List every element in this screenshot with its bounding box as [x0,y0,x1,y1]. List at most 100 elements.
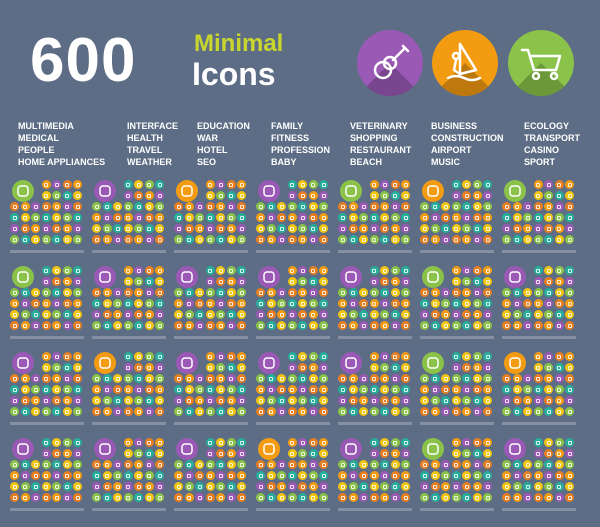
mini-icon [338,460,347,469]
mini-icon [52,202,61,211]
mini-icon [462,310,471,319]
mini-icon [319,235,328,244]
mini-icon [380,493,389,502]
mini-icon [62,321,72,330]
mini-icon [205,235,215,244]
mini-icon [380,374,389,383]
mini-icon [390,191,400,200]
mini-icon [565,460,574,469]
mini-icon [298,277,307,286]
mini-icon [430,385,440,394]
mini-icon [430,460,440,469]
mini-icon [380,180,389,189]
mini-icon [359,299,368,308]
mini-icon [73,310,82,319]
mini-icon [298,460,307,469]
mini-icon [565,224,574,233]
mini-icon [266,202,276,211]
mini-icon [390,363,400,372]
mini-icon [287,266,297,275]
mini-icon [420,224,429,233]
mini-icon [401,213,410,222]
mini-icon [216,352,225,361]
mini-icon [174,299,183,308]
mini-icon [430,213,440,222]
mini-icon [266,471,276,480]
mini-icon [533,266,543,275]
mini-icon [369,299,379,308]
mini-icon [390,310,400,319]
mini-icon [256,460,265,469]
mini-icon [155,277,164,286]
mini-icon [502,482,511,491]
mini-icon [155,266,164,275]
mini-icon [41,299,51,308]
mini-icon [308,321,318,330]
mini-icon [205,385,215,394]
mini-icon [380,407,389,416]
mini-icon [401,321,410,330]
category-label: AIRPORT [431,145,472,155]
mini-icon [144,213,154,222]
mini-icon [277,385,286,394]
mini-icon [472,299,482,308]
mini-icon [174,460,183,469]
mini-icon [533,310,543,319]
mini-icon [420,213,429,222]
factory-icon [422,180,444,202]
mini-icon [502,235,511,244]
mini-icon [73,277,82,286]
mini-icon [62,288,72,297]
mini-icon [134,321,143,330]
mini-icon [113,460,122,469]
mini-icon [155,471,164,480]
mini-icon [31,288,40,297]
icon-group [420,266,494,344]
icon-group [92,438,166,516]
mini-icon [41,288,51,297]
mini-icon [319,191,328,200]
mini-icon [184,374,194,383]
mini-icon [155,482,164,491]
mini-icon [359,482,368,491]
mini-icon [10,202,19,211]
mini-icon [41,213,51,222]
mini-icon [237,191,246,200]
mini-icon [298,266,307,275]
mini-icon [390,277,400,286]
mini-icon [52,299,61,308]
group-caption [256,250,330,253]
flip-flops-icon [340,438,362,460]
mini-icon [472,321,482,330]
truck-icon [422,266,444,288]
mini-icon [369,202,379,211]
icon-group [10,352,84,430]
mini-icon [155,460,164,469]
mini-icon [92,407,101,416]
mini-icon [62,493,72,502]
mini-icon [462,438,471,447]
mini-icon [369,493,379,502]
mini-icon [380,385,389,394]
mini-icon [462,363,471,372]
mini-icon [472,482,482,491]
mini-icon [298,191,307,200]
mini-icon [73,180,82,189]
icon-group [10,266,84,344]
mini-icon [205,321,215,330]
mini-icon [144,363,154,372]
mini-icon [237,310,246,319]
icon-group [502,438,576,516]
mini-icon [41,482,51,491]
category-column: INTERFACE HEALTH TRAVEL WEATHER [127,120,178,168]
mini-icon [420,202,429,211]
mini-icon [226,277,236,286]
mini-icon [462,288,471,297]
mini-icon [113,471,122,480]
mini-icon [462,460,471,469]
mini-icon [420,493,429,502]
category-label: BABY [271,157,297,167]
icon-group [256,266,330,344]
mini-icon [226,374,236,383]
mini-icon [369,449,379,458]
